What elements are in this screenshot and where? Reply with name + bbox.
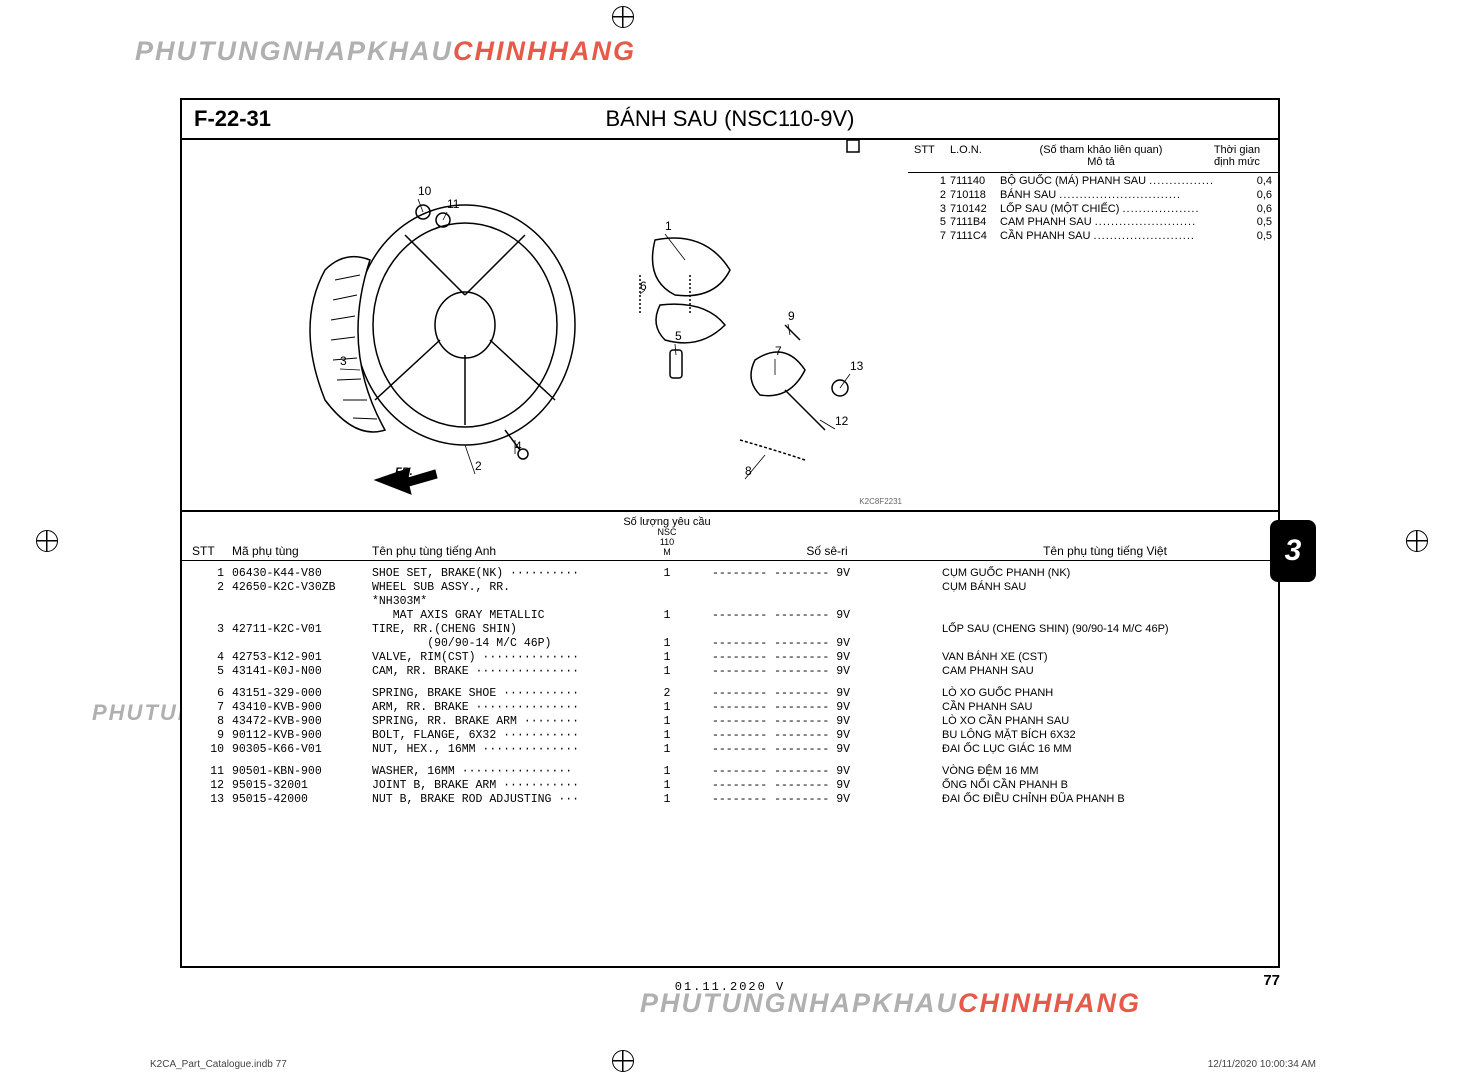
parts-row: 342711-K2C-V01TIRE, RR.(CHENG SHIN)LỐP S… [192,623,1268,637]
footer-metadata: K2CA_Part_Catalogue.indb 77 12/11/2020 1… [150,1059,1316,1070]
ref-col-desc: (Số tham khảo liên quan) Mô tả [1000,144,1202,168]
ref-col-stt: STT [914,144,950,168]
figure-code: F-22-31 [194,106,354,132]
figure-title: BÁNH SAU (NSC110-9V) [354,106,1106,132]
parts-table-body: 106430-K44-V80SHOE SET, BRAKE(NK) ······… [182,561,1278,817]
exploded-diagram: FR. 12345678910111213 K2C8F2231 [182,140,908,510]
catalogue-page-frame: F-22-31 BÁNH SAU (NSC110-9V) [180,98,1280,968]
parts-row: 1295015-32001JOINT B, BRAKE ARM ········… [192,779,1268,793]
page-date: 01.11.2020 V [180,980,1280,994]
callout-number: 13 [850,359,864,373]
registration-mark [36,530,58,552]
footer-timestamp: 12/11/2020 10:00:34 AM [1208,1059,1316,1070]
parts-table-header: STT Mã phụ tùng Tên phụ tùng tiếng Anh S… [182,510,1278,561]
diagram-svg: FR. 12345678910111213 [182,140,908,510]
registration-mark [1406,530,1428,552]
callout-number: 8 [745,464,752,478]
callout-number: 5 [675,329,682,343]
callout-number: 6 [640,279,647,293]
parts-row: 990112-KVB-900BOLT, FLANGE, 6X32 ·······… [192,729,1268,743]
reference-row: 57111B4CAM PHANH SAU ...................… [914,216,1272,230]
reference-table-header: STT L.O.N. (Số tham khảo liên quan) Mô t… [908,140,1278,173]
parts-row: 442753-K12-901VALVE, RIM(CST) ··········… [192,651,1268,665]
ref-col-lon: L.O.N. [950,144,1000,168]
parts-row: 242650-K2C-V30ZBWHEEL SUB ASSY., RR.CỤM … [192,581,1268,595]
parts-row: 643151-329-000SPRING, BRAKE SHOE ·······… [192,687,1268,701]
fr-label: FR. [395,466,413,478]
parts-row: 106430-K44-V80SHOE SET, BRAKE(NK) ······… [192,567,1268,581]
parts-col-eng: Tên phụ tùng tiếng Anh [372,544,622,558]
watermark: PHUTUNGNHAPKHAUCHINHHANG [135,36,636,67]
parts-col-code: Mã phụ tùng [232,544,372,558]
parts-row: (90/90-14 M/C 46P)1-------- -------- 9V [192,637,1268,651]
callout-number: 12 [835,414,849,428]
reference-row: 3710142LỐP SAU (MỘT CHIẾC) .............… [914,203,1272,217]
diagram-code: K2C8F2231 [859,497,902,506]
registration-mark [612,6,634,28]
reference-row: 77111C4CẦN PHANH SAU ...................… [914,230,1272,244]
parts-row: MAT AXIS GRAY METALLIC1-------- --------… [192,609,1268,623]
parts-col-viet: Tên phụ tùng tiếng Việt [942,544,1268,558]
callout-number: 11 [447,197,460,211]
reference-row: 2710118BÁNH SAU ........................… [914,189,1272,203]
parts-row: 843472-KVB-900SPRING, RR. BRAKE ARM ····… [192,715,1268,729]
parts-row: 1395015-42000NUT B, BRAKE ROD ADJUSTING … [192,793,1268,807]
parts-row: 1190501-KBN-900WASHER, 16MM ············… [192,765,1268,779]
section-tab: 3 [1270,520,1316,582]
callout-number: 2 [475,459,482,473]
reference-table: STT L.O.N. (Số tham khảo liên quan) Mô t… [908,140,1278,510]
callout-number: 3 [340,354,347,368]
callout-number: 7 [775,344,782,358]
callout-number: 4 [515,439,522,453]
parts-row: 1090305-K66-V01NUT, HEX., 16MM ·········… [192,743,1268,757]
callout-number: 9 [788,309,795,323]
parts-col-seri: Số sê-ri [712,544,942,558]
page-header: F-22-31 BÁNH SAU (NSC110-9V) [182,100,1278,140]
parts-row: 743410-KVB-900ARM, RR. BRAKE ···········… [192,701,1268,715]
callout-number: 1 [665,219,672,233]
parts-row: 543141-K0J-N00CAM, RR. BRAKE ···········… [192,665,1268,679]
parts-col-stt: STT [192,544,232,558]
footer-file: K2CA_Part_Catalogue.indb 77 [150,1059,287,1070]
parts-row: *NH303M* [192,595,1268,609]
ref-col-time: Thời gian định mức [1202,144,1272,168]
callout-number: 10 [418,184,432,198]
reference-row: 1711140BỘ GUỐC (MÁ) PHANH SAU ..........… [914,175,1272,189]
parts-col-qty: Số lượng yêu cầu NSC 110 M [622,516,712,558]
